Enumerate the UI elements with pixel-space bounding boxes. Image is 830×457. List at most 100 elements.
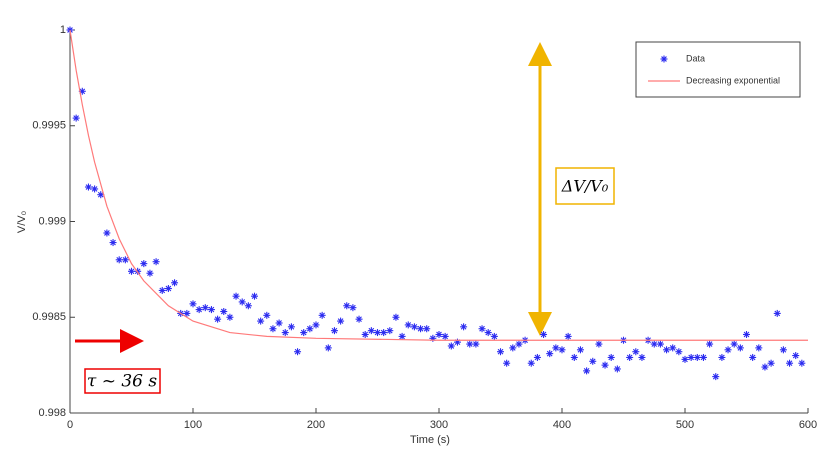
data-point <box>386 327 394 335</box>
marker-stroke <box>405 322 412 328</box>
data-point <box>343 302 351 310</box>
marker-stroke <box>503 360 510 367</box>
marker-stroke <box>661 56 667 62</box>
data-point <box>392 313 400 321</box>
y-tick-label: 0.999 <box>38 215 66 227</box>
data-point <box>251 292 258 300</box>
marker-stroke <box>104 230 110 236</box>
data-point <box>786 359 794 367</box>
data-point <box>435 330 443 338</box>
marker-stroke <box>374 329 381 336</box>
data-point <box>601 361 609 369</box>
data-point <box>423 325 431 333</box>
marker-stroke <box>639 354 645 361</box>
marker-stroke <box>276 320 282 326</box>
data-point <box>466 340 474 348</box>
x-tick-label: 200 <box>307 419 325 431</box>
marker-stroke <box>411 323 418 330</box>
data-point <box>189 300 197 308</box>
x-axis-label: Time (s) <box>410 434 450 446</box>
marker-stroke <box>780 346 787 353</box>
marker-stroke <box>719 354 725 361</box>
data-point <box>724 346 732 354</box>
x-tick-label: 400 <box>553 419 571 431</box>
marker-stroke <box>380 329 387 336</box>
marker-stroke <box>540 331 547 338</box>
data-point <box>589 357 597 365</box>
data-point <box>773 309 781 317</box>
marker-stroke <box>386 327 393 334</box>
marker-stroke <box>159 287 166 294</box>
data-point <box>669 344 677 352</box>
marker-stroke <box>85 184 92 190</box>
data-point <box>613 365 621 373</box>
data-point <box>576 346 584 354</box>
marker-stroke <box>350 304 356 311</box>
x-tick-label: 500 <box>676 419 694 431</box>
data-point <box>232 292 240 300</box>
annotation: ΔV/V₀ <box>561 177 609 196</box>
marker-stroke <box>626 354 633 361</box>
data-point <box>367 327 375 335</box>
data-point <box>128 267 135 275</box>
data-point <box>595 340 603 348</box>
data-point <box>306 325 314 333</box>
marker-stroke <box>651 341 658 347</box>
y-tick-label: 0.998 <box>38 407 66 419</box>
data-point <box>546 350 554 358</box>
marker-stroke <box>288 323 295 330</box>
marker-stroke <box>300 329 307 336</box>
annotation-box <box>84 368 161 394</box>
data-point <box>146 269 154 277</box>
marker-stroke <box>553 345 559 351</box>
data-point <box>755 344 763 352</box>
data-point <box>103 229 111 237</box>
marker-stroke <box>417 325 424 332</box>
marker-stroke <box>171 279 178 286</box>
marker-stroke <box>565 333 571 340</box>
marker-stroke <box>140 260 147 267</box>
data-point <box>324 344 332 352</box>
marker-stroke <box>559 346 565 353</box>
data-point <box>417 325 425 333</box>
marker-stroke <box>190 301 196 307</box>
marker-stroke <box>227 314 233 321</box>
data-point <box>195 306 203 314</box>
data-point <box>712 373 720 381</box>
data-point <box>497 348 504 356</box>
data-point <box>558 346 566 354</box>
marker-stroke <box>731 341 738 347</box>
marker-stroke <box>657 341 664 347</box>
data-point <box>355 315 363 323</box>
data-point <box>749 353 757 361</box>
marker-stroke <box>669 345 676 351</box>
data-point <box>607 353 615 361</box>
marker-stroke <box>251 293 258 300</box>
marker-stroke <box>706 341 713 347</box>
marker-stroke <box>122 256 129 263</box>
data-point <box>337 317 345 325</box>
marker-stroke <box>399 333 405 340</box>
data-point <box>656 340 664 348</box>
marker-stroke <box>208 306 215 313</box>
data-point <box>478 325 486 333</box>
marker-stroke <box>263 312 270 319</box>
marker-stroke <box>712 373 719 380</box>
data-point <box>675 348 683 356</box>
data-point <box>706 340 714 348</box>
data-point <box>626 353 634 361</box>
data-point <box>730 340 738 348</box>
marker-stroke <box>589 358 596 365</box>
x-tick-label: 100 <box>184 419 202 431</box>
marker-stroke <box>239 299 246 305</box>
marker-stroke <box>423 325 430 332</box>
data-point <box>109 239 117 247</box>
data-point <box>632 348 640 356</box>
marker-stroke <box>682 356 688 363</box>
data-point <box>244 302 252 310</box>
data-point <box>294 348 302 356</box>
marker-stroke <box>737 345 744 351</box>
marker-stroke <box>73 115 79 121</box>
marker-stroke <box>356 316 362 323</box>
marker-stroke <box>313 322 319 328</box>
